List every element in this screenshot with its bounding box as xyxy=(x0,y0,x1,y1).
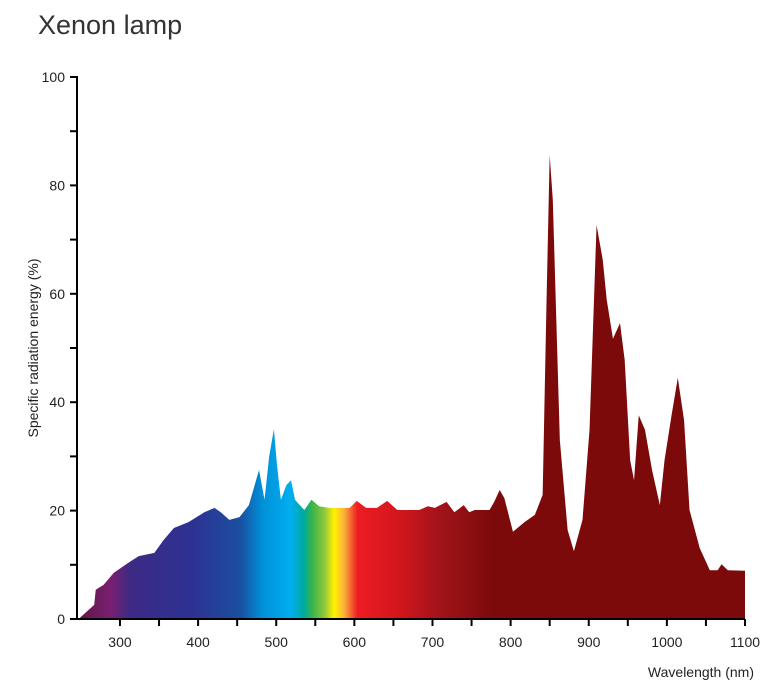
y-tick-label: 60 xyxy=(49,286,65,302)
x-tick-label: 800 xyxy=(499,634,523,650)
x-tick-label: 1100 xyxy=(730,634,760,650)
x-tick-label: 500 xyxy=(265,634,289,650)
y-axis-label: Specific radiation energy (%) xyxy=(25,259,41,438)
y-tick-label: 20 xyxy=(49,503,65,519)
x-axis-label: Wavelength (nm) xyxy=(648,664,754,680)
x-tick-label: 300 xyxy=(108,634,132,650)
x-tick-label: 700 xyxy=(421,634,445,650)
x-tick-label: 400 xyxy=(186,634,210,650)
y-tick-label: 0 xyxy=(57,611,65,627)
y-tick-label: 80 xyxy=(49,177,65,193)
y-tick-label: 40 xyxy=(49,394,65,410)
y-tick-label: 100 xyxy=(42,69,66,85)
x-tick-label: 600 xyxy=(343,634,367,650)
x-tick-label: 900 xyxy=(577,634,601,650)
chart-title: Xenon lamp xyxy=(38,10,182,40)
area xyxy=(78,155,746,619)
x-tick-label: 1000 xyxy=(651,634,682,650)
